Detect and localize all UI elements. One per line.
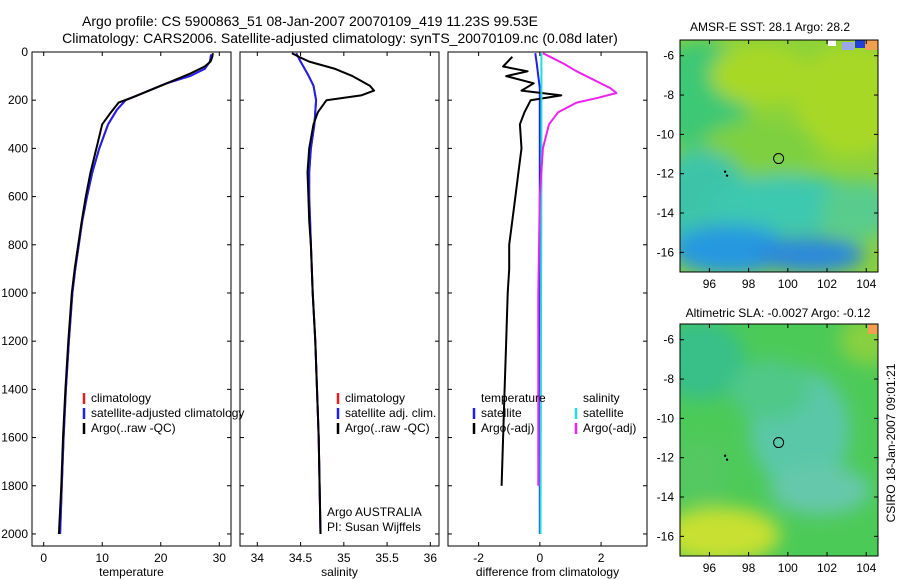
difference-xtick-label: 2 xyxy=(598,551,605,565)
temperature-ytick-label: 1800 xyxy=(1,479,28,493)
sla_map-ytick-label: -16 xyxy=(657,529,675,543)
annotation-argo-program: Argo AUSTRALIA xyxy=(327,505,422,519)
series-line-sal_argo xyxy=(537,52,618,486)
temperature-ytick-label: 600 xyxy=(8,190,28,204)
difference-xlabel: difference from climatology xyxy=(476,565,619,579)
sst_map-xtick-label: 102 xyxy=(817,277,837,291)
sla_map-ytick-label: -6 xyxy=(663,333,674,347)
sla_map-argo-position-marker xyxy=(773,437,785,449)
temperature-ytick-label: 200 xyxy=(8,93,28,107)
temperature-xtick-label: 20 xyxy=(154,551,168,565)
difference-legend-heading: salinity xyxy=(583,391,620,405)
series-line-satellite xyxy=(59,54,213,535)
difference-salinity-legend-entry: Argo(-adj) xyxy=(583,421,636,435)
difference-legend-heading: temperature xyxy=(481,391,546,405)
salinity-xlabel: salinity xyxy=(321,565,358,579)
temperature-profile-plot: 0 10 20 30 0 200 400 600 800 1000 1200 1400 1600 1800… xyxy=(1,45,244,579)
annotation-pi: PI: Susan Wijffels xyxy=(327,520,421,534)
sla-map: Altimetric SLA: -0.0027 Argo: -0.12 96 98… xyxy=(657,306,879,575)
sla_map-ytick-label: -8 xyxy=(663,372,674,386)
sla-map-field xyxy=(680,324,878,556)
temperature-xtick-label: 10 xyxy=(96,551,110,565)
series-line-climatology xyxy=(59,54,213,535)
sst-map-field xyxy=(680,40,878,272)
sla_map-xtick-label: 104 xyxy=(856,561,876,575)
salinity-xtick-label: 34.5 xyxy=(289,551,313,565)
sst_map-xtick-label: 100 xyxy=(778,277,798,291)
temperature-axes-frame xyxy=(31,51,232,547)
sla_map-xtick-label: 98 xyxy=(742,561,756,575)
sla_map-track-point xyxy=(725,458,729,461)
series-line-argo xyxy=(57,53,214,535)
temperature-ytick-label: 1600 xyxy=(1,431,28,445)
sst-map-title: AMSR-E SST: 28.1 Argo: 28.2 xyxy=(690,20,850,34)
sla_map-xtick-label: 100 xyxy=(778,561,798,575)
temperature-xlabel: temperature xyxy=(99,565,164,579)
salinity-legend-entry: climatology xyxy=(345,391,405,405)
sst_map-ytick-label: -8 xyxy=(663,88,674,102)
temperature-ytick-label: 1400 xyxy=(1,382,28,396)
sla_map-track-point xyxy=(723,454,727,457)
sla_map-ytick-label: -12 xyxy=(657,451,675,465)
figure-title-line1: Argo profile: CS 5900863_51 08-Jan-2007 … xyxy=(82,13,538,29)
sst_map-xtick-label: 98 xyxy=(742,277,756,291)
temperature-ytick-label: 1000 xyxy=(1,286,28,300)
temperature-xtick-label: 30 xyxy=(213,551,227,565)
series-line-argo xyxy=(291,52,376,535)
sst_map-track-point xyxy=(723,170,727,173)
salinity-axes-frame xyxy=(239,51,440,547)
temperature-legend-entry: Argo(..raw -QC) xyxy=(91,421,176,435)
temperature-ytick-label: 800 xyxy=(8,238,28,252)
temperature-legend-entry: satellite-adjusted climatology xyxy=(91,406,244,420)
sst_map-argo-position-marker xyxy=(773,153,785,165)
sla_map-axes-frame xyxy=(679,323,879,557)
difference-temperature-legend-entry: Argo(-adj) xyxy=(481,421,534,435)
sla_map-ytick-label: -10 xyxy=(657,411,675,425)
difference-xtick-label: -2 xyxy=(473,551,484,565)
salinity-xtick-label: 35 xyxy=(337,551,351,565)
sla_map-xtick-label: 102 xyxy=(817,561,837,575)
side-timestamp-label: CSIRO 18-Jan-2007 09:01:21 xyxy=(884,363,898,522)
salinity-legend-entry: Argo(..raw -QC) xyxy=(345,421,430,435)
salinity-xtick-label: 35.5 xyxy=(375,551,399,565)
series-line-climatology xyxy=(295,52,322,535)
series-line-sal_satellite xyxy=(539,53,543,535)
sla-map-title: Altimetric SLA: -0.0027 Argo: -0.12 xyxy=(686,306,871,320)
series-line-satellite xyxy=(295,52,322,535)
temperature-ytick-label: 2000 xyxy=(1,527,28,541)
difference-axes-frame xyxy=(447,51,648,547)
salinity-xtick-label: 36 xyxy=(424,551,438,565)
difference-salinity-legend-entry: satellite xyxy=(583,406,624,420)
sst-map: AMSR-E SST: 28.1 Argo: 28.2 96 98 100 102 10… xyxy=(657,20,879,291)
sst_map-ytick-label: -14 xyxy=(657,206,675,220)
temperature-ytick-label: 1200 xyxy=(1,334,28,348)
sst_map-track-point xyxy=(725,174,729,177)
sst_map-xtick-label: 96 xyxy=(703,277,717,291)
difference-temperature-legend-entry: satellite xyxy=(481,406,522,420)
salinity-profile-plot: 34 34.5 35 35.5 36 salinity climatologysatelli… xyxy=(239,51,440,579)
sla_map-ytick-label: -14 xyxy=(657,490,675,504)
temperature-ytick-label: 0 xyxy=(21,45,28,59)
temperature-legend-entry: climatology xyxy=(91,391,151,405)
figure-title-line2: Climatology: CARS2006. Satellite-adjuste… xyxy=(62,30,618,46)
sla_map-xtick-label: 96 xyxy=(703,561,717,575)
temperature-xtick-label: 0 xyxy=(40,551,47,565)
sst_map-ytick-label: -16 xyxy=(657,245,675,259)
series-line-argo xyxy=(500,56,563,486)
temperature-ytick-label: 400 xyxy=(8,141,28,155)
sst_map-ytick-label: -6 xyxy=(663,49,674,63)
salinity-legend-entry: satellite adj. clim. xyxy=(345,406,436,420)
sst_map-ytick-label: -10 xyxy=(657,127,675,141)
sst_map-axes-frame xyxy=(679,39,879,273)
sst_map-xtick-label: 104 xyxy=(856,277,876,291)
sst_map-ytick-label: -12 xyxy=(657,167,675,181)
difference-xtick-label: 0 xyxy=(537,551,544,565)
salinity-xtick-label: 34 xyxy=(251,551,265,565)
